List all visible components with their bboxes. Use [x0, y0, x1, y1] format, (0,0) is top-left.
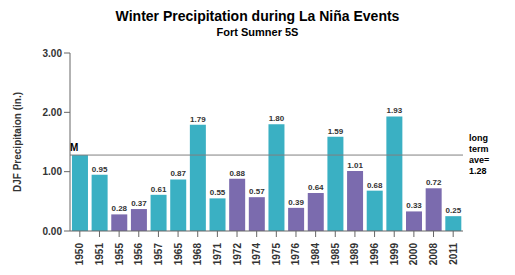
svg-text:2008: 2008: [428, 243, 439, 265]
svg-text:0.95: 0.95: [92, 165, 108, 174]
svg-text:2000: 2000: [408, 243, 419, 265]
svg-text:1.79: 1.79: [190, 115, 206, 124]
svg-text:1965: 1965: [173, 243, 184, 265]
svg-text:1968: 1968: [192, 243, 203, 265]
svg-text:0.25: 0.25: [446, 206, 462, 215]
svg-text:1971: 1971: [212, 243, 223, 265]
svg-text:M: M: [70, 142, 78, 153]
svg-text:DJF Precipitaion (in.): DJF Precipitaion (in.): [12, 92, 23, 192]
svg-text:0.37: 0.37: [131, 199, 147, 208]
svg-text:1976: 1976: [290, 243, 301, 265]
svg-text:1951: 1951: [94, 243, 105, 265]
svg-text:1974: 1974: [251, 243, 262, 265]
svg-text:0.64: 0.64: [308, 183, 324, 192]
svg-text:1955: 1955: [114, 243, 125, 265]
svg-text:1.01: 1.01: [347, 161, 363, 170]
svg-text:1956: 1956: [133, 243, 144, 265]
svg-text:2011: 2011: [448, 243, 459, 265]
svg-text:1985: 1985: [330, 243, 341, 265]
svg-text:0.00: 0.00: [43, 226, 63, 237]
html-text:Fort Sumner 5S: Fort Sumner 5S: [216, 26, 299, 38]
svg-text:1.80: 1.80: [269, 114, 285, 123]
svg-text:1957: 1957: [153, 243, 164, 265]
svg-text:0.33: 0.33: [406, 201, 422, 210]
svg-text:0.68: 0.68: [367, 181, 383, 190]
svg-text:0.57: 0.57: [249, 187, 265, 196]
svg-text:0.72: 0.72: [426, 178, 442, 187]
svg-text:1989: 1989: [349, 243, 360, 265]
svg-text:1999: 1999: [389, 243, 400, 265]
svg-text:1996: 1996: [369, 243, 380, 265]
svg-text:0.87: 0.87: [170, 169, 186, 178]
svg-text:0.28: 0.28: [111, 204, 127, 213]
svg-text:longtermave=1.28: longtermave=1.28: [469, 133, 489, 176]
svg-text:1950: 1950: [74, 243, 85, 265]
svg-text:3.00: 3.00: [43, 48, 63, 59]
svg-text:1972: 1972: [232, 243, 243, 265]
svg-text:0.55: 0.55: [210, 188, 226, 197]
svg-text:1984: 1984: [310, 243, 321, 265]
svg-text:1.93: 1.93: [387, 106, 403, 115]
svg-text:1.00: 1.00: [43, 166, 63, 177]
svg-text:0.61: 0.61: [151, 185, 167, 194]
html-text:Winter Precipitation during La: Winter Precipitation during La Niña Even…: [115, 8, 400, 24]
svg-text:0.88: 0.88: [229, 169, 245, 178]
svg-text:2.00: 2.00: [43, 107, 63, 118]
svg-text:1.59: 1.59: [328, 127, 344, 136]
svg-text:0.39: 0.39: [288, 198, 304, 207]
svg-text:1975: 1975: [271, 243, 282, 265]
